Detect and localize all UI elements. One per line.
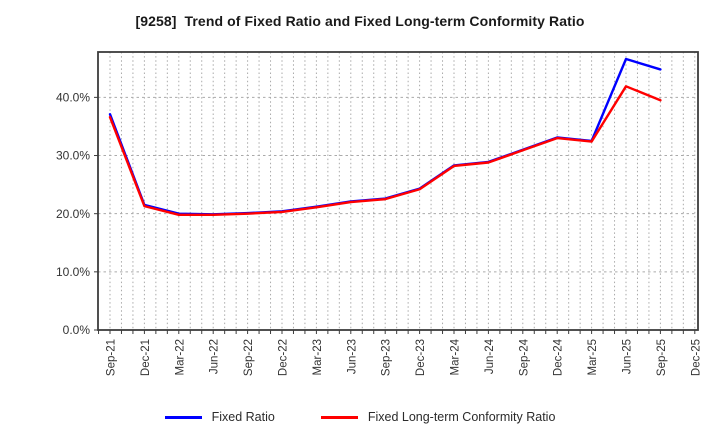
x-tick-label: Dec-25 — [690, 339, 702, 376]
x-tick-label: Sep-23 — [381, 339, 393, 376]
x-tick-label: Dec-21 — [140, 339, 152, 376]
x-tick-label: Mar-25 — [587, 339, 599, 375]
fixed-ratio-legend-label: Fixed Ratio — [211, 410, 275, 424]
y-tick-label: 20.0% — [56, 207, 90, 221]
x-tick-label: Sep-25 — [656, 339, 668, 376]
y-axis-labels: 0.0% 10.0% 20.0% 30.0% 40.0% — [56, 91, 90, 338]
conformity-ratio-legend-swatch — [320, 415, 358, 419]
x-tick-label: Jun-23 — [346, 339, 358, 374]
x-tick-label: Sep-22 — [243, 339, 255, 376]
conformity-ratio-legend-label: Fixed Long-term Conformity Ratio — [367, 410, 556, 424]
fixed-long-term-conformity-ratio-line — [108, 85, 662, 217]
legend-item-fixed-ratio: Fixed Ratio — [164, 410, 275, 424]
x-tick-label: Sep-21 — [106, 339, 118, 376]
fixed-ratio-legend-swatch — [164, 415, 202, 419]
x-tick-label: Mar-23 — [312, 339, 324, 375]
x-tick-label: Mar-22 — [174, 339, 186, 375]
x-tick-label: Jun-22 — [209, 339, 221, 374]
x-tick-label: Dec-24 — [553, 338, 565, 376]
legend-item-conformity-ratio: Fixed Long-term Conformity Ratio — [320, 410, 556, 424]
chart-title: [9258] Trend of Fixed Ratio and Fixed Lo… — [135, 13, 585, 29]
y-tick-label: 10.0% — [56, 265, 90, 279]
plot-frame — [97, 51, 699, 331]
x-tick-label: Mar-24 — [450, 338, 462, 375]
fixed-ratio-line — [108, 57, 662, 216]
axis-ticks — [94, 96, 696, 334]
chart-legend: Fixed Ratio Fixed Long-term Conformity R… — [0, 410, 720, 424]
x-tick-label: Jun-25 — [622, 339, 634, 374]
gridlines — [98, 52, 698, 330]
x-tick-label: Dec-22 — [278, 339, 290, 376]
x-tick-label: Dec-23 — [415, 339, 427, 376]
x-tick-label: Sep-24 — [518, 338, 530, 376]
x-tick-label: Jun-24 — [484, 338, 496, 374]
y-tick-label: 40.0% — [56, 91, 90, 105]
y-tick-label: 30.0% — [56, 149, 90, 163]
x-axis-labels: Sep-21 Dec-21 Mar-22 Jun-22 Sep-22 Dec-22 Mar-… — [106, 338, 703, 376]
y-tick-label: 0.0% — [63, 323, 91, 337]
